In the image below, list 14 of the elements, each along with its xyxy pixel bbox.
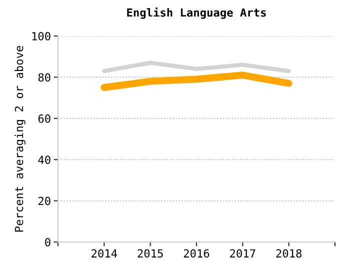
y-tick-label: 20 — [38, 196, 50, 206]
y-tick-label: 100 — [32, 32, 50, 40]
x-tick-label: 2017 — [230, 249, 256, 258]
y-tick-label: 0 — [45, 238, 50, 246]
x-tick-label: 2014 — [92, 249, 118, 258]
x-tick-label: 2016 — [184, 249, 210, 258]
x-tick-label: 2015 — [138, 249, 163, 258]
x-tick-label: 2018 — [276, 249, 302, 258]
y-axis-title: Percent averaging 2 or above — [14, 46, 26, 232]
y-tick-label: 60 — [38, 114, 50, 123]
y-tick-label: 40 — [38, 156, 50, 164]
chart-title: English Language Arts — [127, 8, 266, 19]
line-series — [102, 60, 291, 74]
y-tick-label: 80 — [38, 73, 50, 82]
